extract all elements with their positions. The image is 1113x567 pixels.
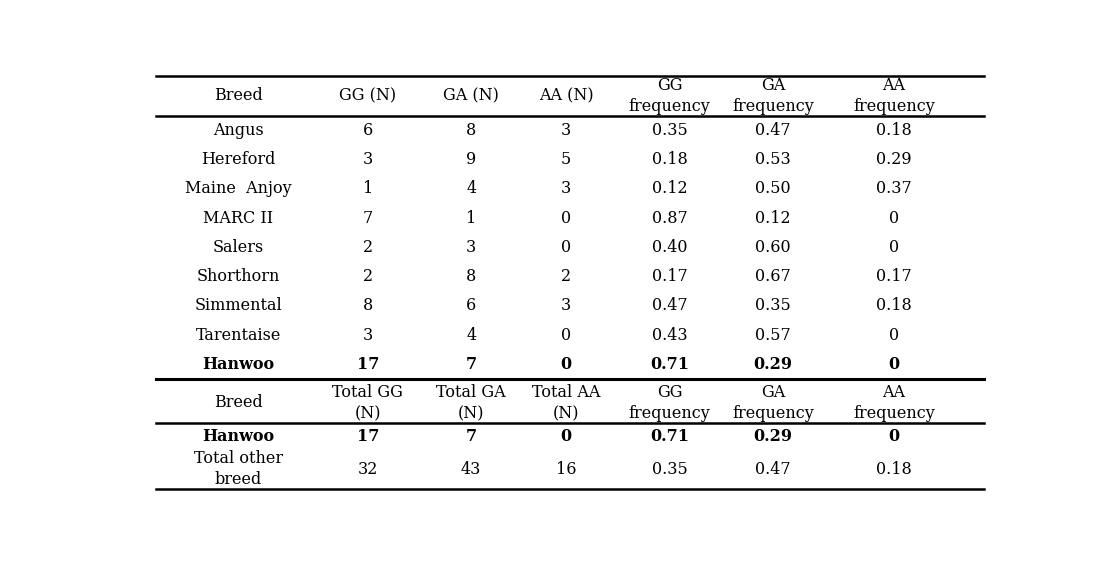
Text: 0.17: 0.17 [876, 268, 912, 285]
Text: 0.87: 0.87 [652, 210, 688, 227]
Text: 0.60: 0.60 [756, 239, 791, 256]
Text: 3: 3 [363, 151, 373, 168]
Text: Hanwoo: Hanwoo [203, 428, 275, 445]
Text: 3: 3 [363, 327, 373, 344]
Text: 0.71: 0.71 [650, 428, 689, 445]
Text: 3: 3 [466, 239, 476, 256]
Text: 1: 1 [466, 210, 476, 227]
Text: AA (N): AA (N) [539, 87, 593, 104]
Text: 0.12: 0.12 [652, 180, 688, 197]
Text: Total other
breed: Total other breed [194, 450, 283, 488]
Text: 0.40: 0.40 [652, 239, 688, 256]
Text: 2: 2 [363, 268, 373, 285]
Text: 0: 0 [561, 356, 572, 373]
Text: 1: 1 [363, 180, 373, 197]
Text: 0.57: 0.57 [756, 327, 791, 344]
Text: 4: 4 [466, 180, 476, 197]
Text: 7: 7 [363, 210, 373, 227]
Text: 8: 8 [363, 298, 373, 315]
Text: 0: 0 [889, 327, 899, 344]
Text: Simmental: Simmental [195, 298, 283, 315]
Text: 0: 0 [888, 356, 899, 373]
Text: 0.29: 0.29 [754, 428, 792, 445]
Text: 7: 7 [465, 356, 476, 373]
Text: 0.35: 0.35 [756, 298, 791, 315]
Text: 43: 43 [461, 461, 482, 478]
Text: Hanwoo: Hanwoo [203, 356, 275, 373]
Text: GA
frequency: GA frequency [732, 384, 814, 422]
Text: 0.47: 0.47 [652, 298, 688, 315]
Text: 8: 8 [466, 268, 476, 285]
Text: 0.18: 0.18 [652, 151, 688, 168]
Text: AA
frequency: AA frequency [853, 77, 935, 115]
Text: Breed: Breed [214, 87, 263, 104]
Text: 0.18: 0.18 [876, 461, 912, 478]
Text: 0.53: 0.53 [756, 151, 791, 168]
Text: 0: 0 [888, 428, 899, 445]
Text: 5: 5 [561, 151, 571, 168]
Text: Angus: Angus [213, 122, 264, 139]
Text: 17: 17 [356, 356, 378, 373]
Text: 0.50: 0.50 [756, 180, 791, 197]
Text: 0: 0 [889, 239, 899, 256]
Text: Tarentaise: Tarentaise [196, 327, 280, 344]
Text: 0.18: 0.18 [876, 122, 912, 139]
Text: 3: 3 [561, 180, 571, 197]
Text: Salers: Salers [213, 239, 264, 256]
Text: GG
frequency: GG frequency [629, 77, 710, 115]
Text: 0.47: 0.47 [756, 122, 791, 139]
Text: Total AA
(N): Total AA (N) [532, 384, 600, 422]
Text: 0.37: 0.37 [876, 180, 912, 197]
Text: 6: 6 [466, 298, 476, 315]
Text: 0.43: 0.43 [652, 327, 688, 344]
Text: 6: 6 [363, 122, 373, 139]
Text: 8: 8 [466, 122, 476, 139]
Text: 2: 2 [561, 268, 571, 285]
Text: Hereford: Hereford [201, 151, 276, 168]
Text: 0.12: 0.12 [756, 210, 791, 227]
Text: 0.17: 0.17 [652, 268, 688, 285]
Text: MARC II: MARC II [204, 210, 274, 227]
Text: 0: 0 [561, 327, 571, 344]
Text: 3: 3 [561, 298, 571, 315]
Text: 0.47: 0.47 [756, 461, 791, 478]
Text: AA
frequency: AA frequency [853, 384, 935, 422]
Text: Breed: Breed [214, 395, 263, 412]
Text: 32: 32 [357, 461, 378, 478]
Text: 0.29: 0.29 [754, 356, 792, 373]
Text: 0: 0 [561, 210, 571, 227]
Text: 17: 17 [356, 428, 378, 445]
Text: GA
frequency: GA frequency [732, 77, 814, 115]
Text: 16: 16 [555, 461, 577, 478]
Text: 7: 7 [465, 428, 476, 445]
Text: GG
frequency: GG frequency [629, 384, 710, 422]
Text: 0.67: 0.67 [756, 268, 791, 285]
Text: 3: 3 [561, 122, 571, 139]
Text: 0.29: 0.29 [876, 151, 912, 168]
Text: GG (N): GG (N) [339, 87, 396, 104]
Text: 0: 0 [561, 428, 572, 445]
Text: Shorthorn: Shorthorn [197, 268, 280, 285]
Text: Maine  Anjoy: Maine Anjoy [185, 180, 292, 197]
Text: 0.18: 0.18 [876, 298, 912, 315]
Text: 0: 0 [561, 239, 571, 256]
Text: Total GG
(N): Total GG (N) [333, 384, 403, 422]
Text: 4: 4 [466, 327, 476, 344]
Text: 0: 0 [889, 210, 899, 227]
Text: 2: 2 [363, 239, 373, 256]
Text: 0.35: 0.35 [652, 461, 688, 478]
Text: 9: 9 [466, 151, 476, 168]
Text: GA (N): GA (N) [443, 87, 499, 104]
Text: Total GA
(N): Total GA (N) [436, 384, 506, 422]
Text: 0.71: 0.71 [650, 356, 689, 373]
Text: 0.35: 0.35 [652, 122, 688, 139]
